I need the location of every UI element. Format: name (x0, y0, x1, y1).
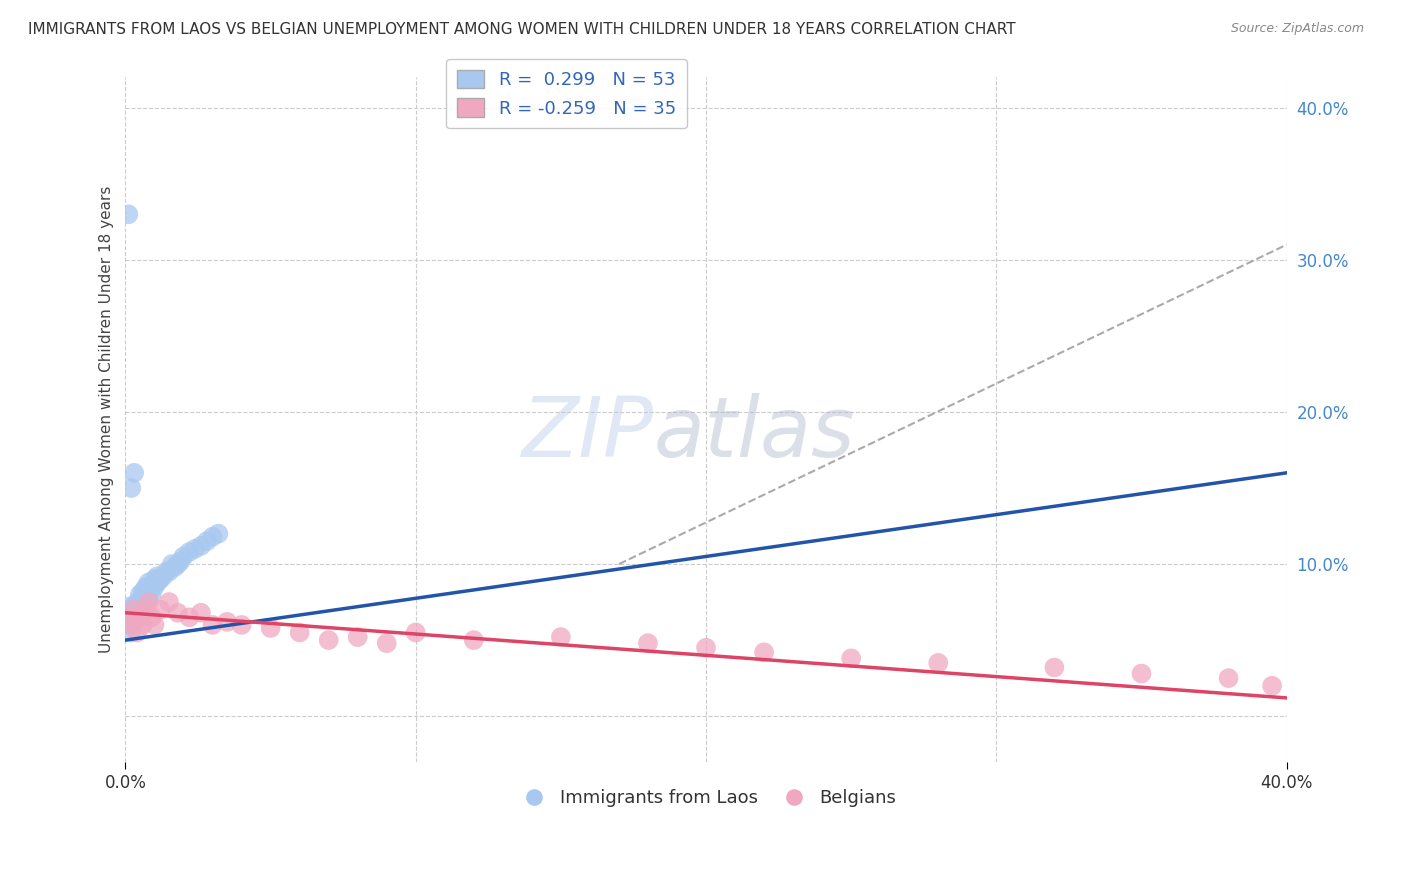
Point (120, 610, 142, 624)
Point (207, 526, 229, 541)
Point (143, 580, 166, 594)
Point (135, 580, 157, 594)
Point (143, 572, 166, 586)
Point (195, 534, 218, 549)
Point (190, 606, 212, 620)
Text: IMMIGRANTS FROM LAOS VS BELGIAN UNEMPLOYMENT AMONG WOMEN WITH CHILDREN UNDER 18 : IMMIGRANTS FROM LAOS VS BELGIAN UNEMPLOY… (28, 22, 1015, 37)
Point (135, 587, 157, 601)
Point (927, 656, 949, 670)
Point (120, 618, 142, 632)
Point (163, 560, 186, 574)
Point (346, 630, 368, 644)
Point (166, 557, 188, 571)
Point (152, 569, 174, 583)
Point (132, 618, 155, 632)
Point (117, 599, 139, 614)
Point (122, 466, 145, 480)
Point (117, 610, 139, 624)
Point (231, 618, 253, 632)
Point (129, 610, 152, 624)
Point (117, 606, 139, 620)
Point (138, 575, 160, 590)
Point (1218, 671, 1240, 685)
Point (122, 606, 145, 620)
Text: Source: ZipAtlas.com: Source: ZipAtlas.com (1230, 22, 1364, 36)
Point (125, 595, 148, 609)
Point (129, 606, 152, 620)
Point (120, 603, 142, 617)
Point (166, 606, 188, 620)
Point (839, 651, 862, 665)
Point (405, 625, 427, 640)
Point (129, 599, 152, 614)
Point (132, 584, 155, 599)
Point (132, 591, 155, 605)
Point (146, 575, 169, 590)
Point (117, 610, 139, 624)
Point (190, 539, 212, 553)
Point (125, 610, 148, 624)
Point (160, 557, 183, 571)
Point (122, 610, 145, 624)
Point (141, 610, 163, 624)
Point (179, 610, 201, 624)
Point (201, 530, 224, 544)
Point (122, 599, 145, 614)
Point (122, 603, 145, 617)
Point (141, 580, 163, 594)
Point (184, 541, 207, 556)
Point (201, 618, 224, 632)
Point (157, 595, 180, 609)
Point (122, 603, 145, 617)
Point (120, 481, 142, 495)
Point (143, 618, 166, 632)
Point (146, 569, 169, 583)
Point (550, 630, 572, 644)
Text: ZIP: ZIP (522, 392, 654, 474)
Point (120, 625, 142, 640)
Legend: Immigrants from Laos, Belgians: Immigrants from Laos, Belgians (509, 782, 903, 814)
Point (463, 633, 485, 648)
Point (141, 587, 163, 601)
Point (132, 599, 155, 614)
Point (752, 645, 775, 659)
Point (155, 565, 177, 579)
Point (129, 595, 152, 609)
Point (375, 636, 398, 650)
Point (120, 615, 142, 629)
Point (125, 625, 148, 640)
Point (169, 554, 191, 568)
Point (149, 572, 172, 586)
Point (1261, 679, 1284, 693)
Text: atlas: atlas (654, 392, 855, 474)
Point (129, 587, 152, 601)
Point (125, 603, 148, 617)
Point (217, 615, 239, 629)
Point (1130, 666, 1153, 681)
Y-axis label: Unemployment Among Women with Children Under 18 years: Unemployment Among Women with Children U… (100, 186, 114, 653)
Point (120, 618, 142, 632)
Point (637, 636, 659, 650)
Point (135, 603, 157, 617)
Point (179, 545, 201, 559)
Point (288, 625, 311, 640)
Point (117, 207, 139, 221)
Point (135, 595, 157, 609)
Point (157, 565, 180, 579)
Point (695, 640, 717, 655)
Point (138, 591, 160, 605)
Point (1043, 660, 1066, 674)
Point (117, 618, 139, 632)
Point (259, 621, 281, 635)
Point (173, 549, 195, 564)
Point (318, 633, 340, 648)
Point (138, 595, 160, 609)
Point (149, 603, 172, 617)
Point (138, 584, 160, 599)
